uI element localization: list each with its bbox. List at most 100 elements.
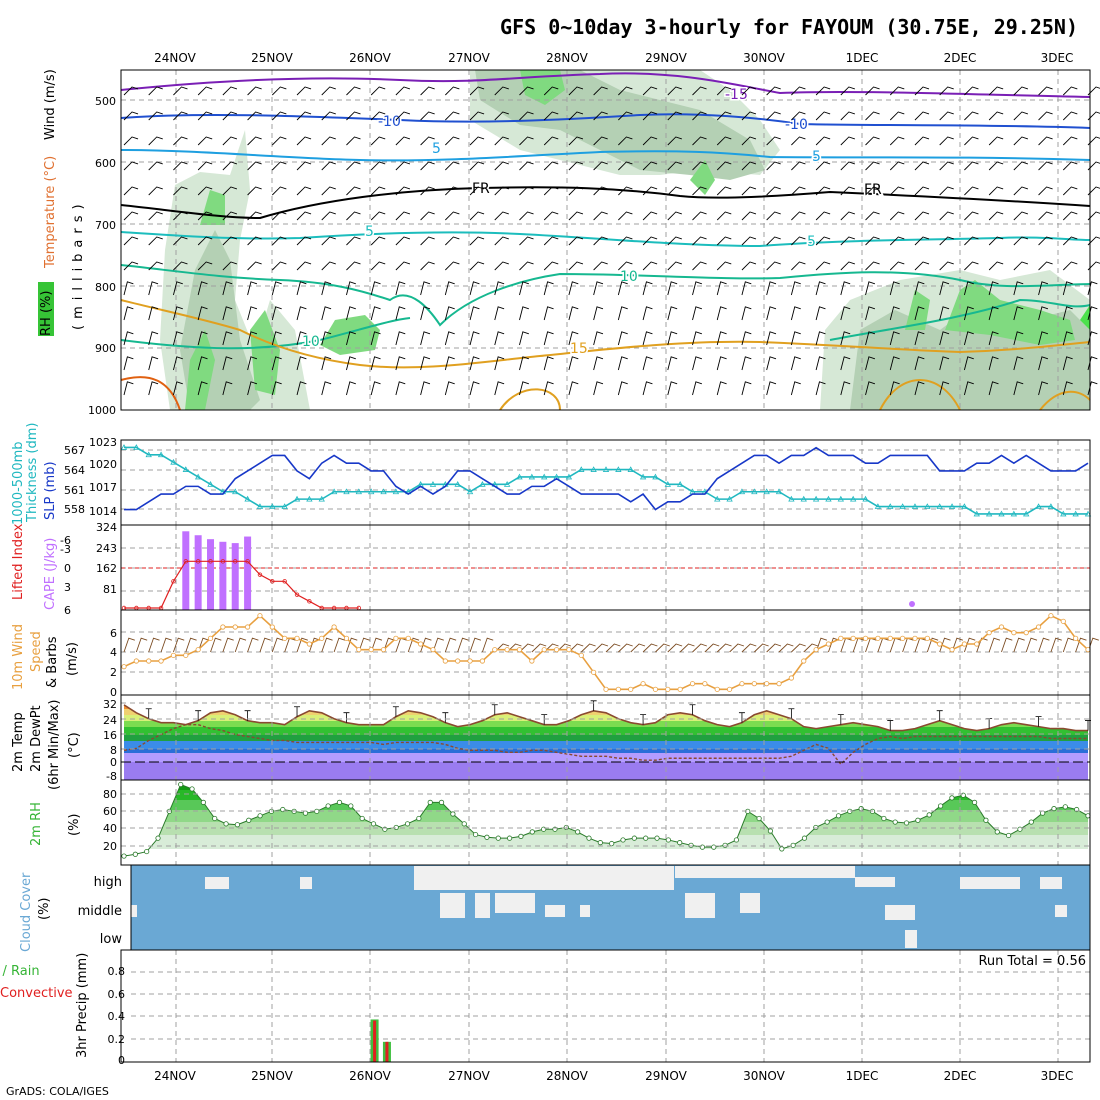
rh-point: [461, 821, 467, 827]
rh-point: [427, 799, 433, 805]
upper-wind-barb: [469, 331, 480, 346]
date-label: 25NOV: [251, 1069, 293, 1083]
upper-wind-barb: [395, 161, 411, 171]
upper-wind-barb: [469, 381, 480, 396]
wind-speed-point: [306, 641, 312, 647]
upper-wind-barb: [197, 111, 213, 121]
upper-wind-barb: [444, 281, 455, 296]
wind-speed-point: [244, 624, 251, 630]
thickness-point: [466, 488, 474, 495]
temp-band: [124, 727, 1088, 735]
wind-barb: [346, 637, 358, 653]
ytick: 0.8: [108, 965, 126, 978]
upper-wind-barb: [1062, 331, 1073, 346]
upper-wind-barb: [568, 86, 584, 96]
ytick-left: 564: [64, 464, 85, 477]
upper-wind-barb: [296, 161, 312, 171]
upper-wind-barb: [197, 211, 213, 221]
temp-band: [124, 735, 1088, 741]
date-label: 27NOV: [448, 1069, 490, 1083]
rh-point: [506, 835, 513, 841]
upper-wind-barb: [148, 306, 159, 321]
upper-wind-barb: [889, 331, 900, 346]
upper-wind-barb: [494, 211, 509, 221]
upper-wind-barb: [519, 111, 534, 121]
wind-speed-point: [331, 624, 337, 630]
upper-wind-barb: [939, 261, 954, 271]
upper-wind-barb: [790, 331, 801, 346]
upper-wind-barb: [964, 136, 979, 146]
rh-point: [609, 840, 615, 847]
upper-wind-barb: [370, 331, 381, 346]
contour-labels: -15 -10 -10 5 5 FR FR 5 5 10 10 15: [301, 86, 884, 359]
upper-wind-barb: [939, 211, 954, 221]
precip-axis-label: 3hr Precip (mm): [75, 953, 90, 1058]
rh-point: [257, 813, 263, 819]
upper-wind-barb: [815, 306, 826, 321]
upper-wind-barb: [247, 111, 262, 121]
wind-speed-point: [937, 641, 943, 647]
upper-wind-barb: [494, 136, 509, 146]
thickness-point: [207, 481, 214, 487]
upper-wind-barb: [593, 186, 608, 196]
upper-wind-barb: [346, 161, 361, 171]
upper-wind-barb: [519, 261, 534, 271]
upper-wind-barb: [197, 331, 208, 346]
upper-wind-barb: [667, 331, 678, 346]
thickness-point: [1072, 510, 1079, 517]
millibars-label: (millibars): [71, 198, 86, 330]
thickness-point: [639, 473, 647, 480]
temp-minmax-tick: [343, 712, 350, 723]
upper-wind-barb: [197, 281, 208, 296]
upper-wind-barb: [964, 161, 979, 171]
wind-speed-point: [714, 686, 720, 692]
upper-wind-barb: [1062, 261, 1078, 271]
upper-wind-barb: [197, 86, 213, 96]
convective-label: Convective: [0, 986, 73, 1001]
upper-wind-barb: [296, 306, 307, 321]
upper-wind-barb: [840, 186, 855, 196]
wind-speed-point: [541, 647, 547, 653]
upper-wind-barb: [148, 331, 159, 346]
temp-minmax-tick: [294, 706, 301, 717]
upper-wind-barb: [741, 331, 752, 346]
upper-wind-barb: [494, 86, 509, 96]
upper-wind-barb: [543, 381, 554, 396]
rh-point: [881, 815, 887, 822]
thickness-point: [565, 473, 573, 480]
upper-wind-barbs: [123, 86, 1100, 396]
upper-wind-barb: [1013, 236, 1029, 246]
rh-point: [212, 815, 218, 822]
upper-wind-barb: [840, 381, 851, 396]
upper-wind-barb: [222, 111, 238, 121]
thickness-point: [788, 495, 795, 502]
upper-wind-barb: [1087, 86, 1100, 96]
upper-wind-barb: [963, 281, 974, 296]
contour-plus-10: [120, 264, 1091, 327]
temp-band: [124, 721, 1088, 727]
wind-barb: [815, 637, 828, 653]
upper-wind-barb: [296, 261, 312, 271]
rh-point: [586, 835, 592, 841]
upper-wind-barb: [593, 261, 608, 271]
upper-wind-barb: [568, 281, 579, 296]
wind-speed-point: [900, 635, 906, 641]
upper-wind-barb: [469, 211, 485, 221]
slp-series: [120, 444, 1092, 517]
upper-wind-barb: [964, 211, 979, 221]
upper-wind-barb: [692, 136, 707, 146]
upper-wind-barb: [543, 186, 559, 196]
rh-point: [665, 837, 671, 843]
upper-wind-barb: [444, 331, 455, 346]
upper-wind-barb: [766, 381, 777, 396]
upper-wind-barb: [247, 356, 258, 371]
rh-point: [246, 817, 252, 823]
upper-wind-barb: [889, 236, 905, 246]
upper-wind-barb: [173, 86, 188, 96]
upper-wind-barb: [741, 261, 757, 271]
upper-wind-barb: [197, 136, 213, 146]
wind-speed-point: [479, 658, 486, 664]
upper-wind-barb: [593, 211, 608, 221]
contour-orange-low: [499, 379, 1091, 411]
temperature-axis-label: Temperature (°C): [43, 156, 58, 269]
